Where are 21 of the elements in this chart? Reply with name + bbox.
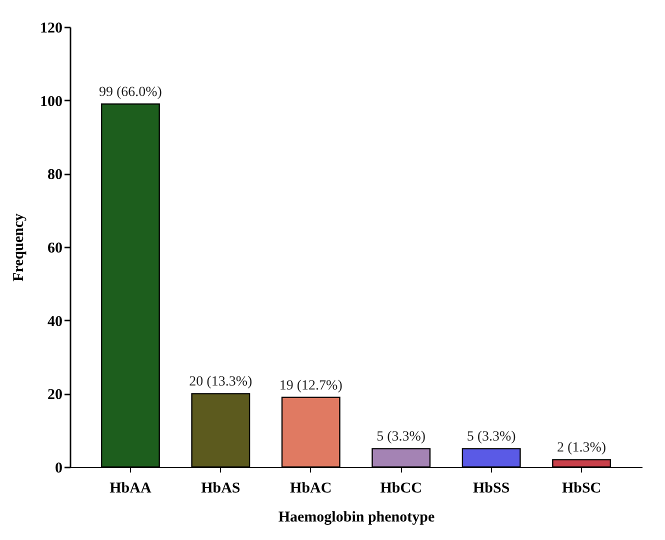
data-label: 99 (66.0%) [98,85,162,100]
x-tick-label: HbAS [201,480,240,496]
y-tick-label: 20 [48,387,62,404]
x-tick-label: HbAA [110,480,152,496]
x-tick-label: HbAC [290,480,332,496]
data-label: 2 (1.3%) [557,440,606,456]
y-tick-label: 60 [48,240,62,256]
y-tick-label: 80 [48,167,62,184]
data-label: 19 (12.7%) [279,378,343,394]
x-axis-title: Haemoglobin phenotype [278,510,435,526]
x-tick-label: HbCC [380,480,422,496]
y-tick-label: 0 [55,460,62,476]
y-tick-label: 120 [40,20,62,36]
x-tick-label: HbSS [472,480,510,496]
data-label: 5 (3.3%) [466,430,516,445]
y-tick-label: 100 [40,94,62,110]
data-label: 20 (13.3%) [189,374,252,390]
y-axis-title: Frequency [11,212,27,282]
y-tick-label: 40 [48,314,62,330]
data-label: 5 (3.3%) [376,430,426,445]
x-tick-label: HbSC [562,480,602,496]
